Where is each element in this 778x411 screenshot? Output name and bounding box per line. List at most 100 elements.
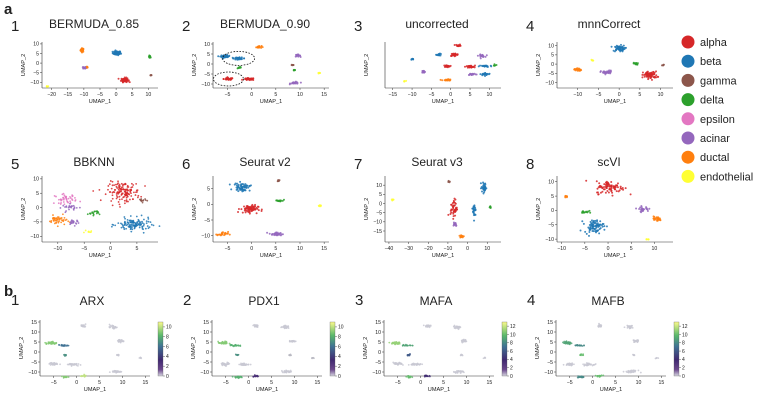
- data-point: [59, 217, 61, 220]
- data-point: [453, 204, 456, 207]
- data-point: [217, 340, 220, 343]
- data-point: [610, 185, 613, 188]
- data-point: [122, 196, 125, 199]
- legend-label: endothelial: [700, 171, 753, 183]
- data-point: [114, 224, 117, 227]
- data-point: [72, 220, 75, 223]
- data-point: [623, 326, 626, 329]
- data-point: [244, 185, 247, 188]
- data-point: [640, 206, 643, 209]
- data-point: [260, 45, 263, 48]
- data-point: [131, 223, 134, 226]
- data-point: [117, 77, 120, 80]
- legend-swatch: [681, 54, 695, 68]
- y-axis-label: UMAP_2: [363, 337, 369, 359]
- data-point: [299, 56, 302, 59]
- data-point: [136, 189, 139, 192]
- data-point: [441, 79, 444, 82]
- colorbar-tick-label: 0: [510, 374, 513, 380]
- data-point: [111, 191, 114, 194]
- data-point: [397, 343, 399, 345]
- data-point: [116, 191, 119, 193]
- y-tick-label: −5: [547, 360, 553, 366]
- data-point: [454, 223, 457, 226]
- data-point: [637, 369, 640, 372]
- data-point: [118, 183, 121, 186]
- data-point: [135, 215, 138, 218]
- data-point: [62, 201, 65, 203]
- data-point: [111, 180, 114, 183]
- x-axis-label: UMAP_1: [84, 387, 106, 393]
- data-point: [474, 208, 477, 211]
- data-point: [111, 327, 114, 330]
- data-point: [598, 232, 601, 235]
- data-point: [632, 370, 634, 373]
- data-point: [412, 362, 415, 365]
- data-point: [121, 81, 124, 84]
- data-point: [80, 375, 83, 378]
- colorbar: [673, 321, 680, 377]
- data-point: [47, 85, 50, 88]
- colorbar-tick-label: 0: [682, 374, 685, 380]
- subplot-title: scVI: [597, 155, 620, 169]
- data-point: [111, 194, 114, 197]
- data-point: [65, 210, 67, 212]
- data-point: [642, 208, 645, 211]
- y-tick-label: −5: [33, 70, 39, 76]
- data-point: [422, 69, 425, 72]
- data-point: [579, 344, 582, 347]
- data-point: [126, 78, 129, 81]
- data-point: [240, 57, 243, 60]
- data-point: [118, 191, 120, 194]
- data-point: [113, 191, 116, 194]
- colorbar-tick-label: 12: [682, 324, 688, 330]
- data-point: [484, 187, 487, 190]
- legend-item: endothelial: [681, 169, 753, 183]
- y-tick-label: 5: [207, 52, 210, 58]
- data-point: [117, 201, 120, 203]
- data-point: [591, 230, 594, 233]
- data-point: [473, 72, 476, 75]
- colorbar-tick-label: 6: [682, 349, 685, 355]
- data-point: [115, 183, 117, 186]
- data-point: [254, 205, 257, 208]
- data-point: [89, 213, 92, 215]
- legend-label: acinar: [700, 133, 730, 145]
- data-point: [125, 76, 128, 79]
- data-point: [407, 363, 410, 366]
- data-point: [146, 225, 149, 227]
- subplot-title: mnnCorrect: [578, 17, 641, 31]
- colorbar-tick-label: 4: [338, 354, 341, 360]
- data-point: [288, 354, 291, 357]
- y-tick-label: 5: [36, 51, 39, 57]
- data-point: [77, 364, 79, 367]
- data-point: [117, 370, 120, 373]
- data-point: [72, 208, 75, 211]
- legend-item: delta: [681, 93, 725, 107]
- data-point: [614, 184, 617, 187]
- data-point: [56, 216, 59, 219]
- data-point: [234, 58, 237, 61]
- colorbar-tick-label: 10: [338, 325, 344, 331]
- data-point: [61, 375, 63, 378]
- data-point: [137, 194, 140, 197]
- subplot-number: 7: [354, 156, 362, 173]
- data-point: [429, 375, 431, 378]
- data-point: [605, 72, 608, 75]
- data-point: [227, 230, 230, 233]
- y-tick-label: 5: [34, 340, 37, 346]
- data-point: [248, 209, 251, 212]
- data-point: [469, 73, 472, 76]
- y-tick-label: 10: [203, 330, 209, 336]
- data-point: [399, 362, 402, 365]
- data-point: [123, 226, 125, 229]
- data-point: [239, 66, 242, 69]
- data-point: [241, 189, 244, 192]
- data-point: [124, 202, 126, 205]
- data-point: [71, 194, 74, 197]
- x-tick-label: −5: [225, 92, 231, 98]
- data-point: [53, 217, 56, 219]
- data-point: [274, 233, 277, 236]
- y-tick-label: −10: [545, 80, 554, 86]
- data-point: [598, 228, 601, 231]
